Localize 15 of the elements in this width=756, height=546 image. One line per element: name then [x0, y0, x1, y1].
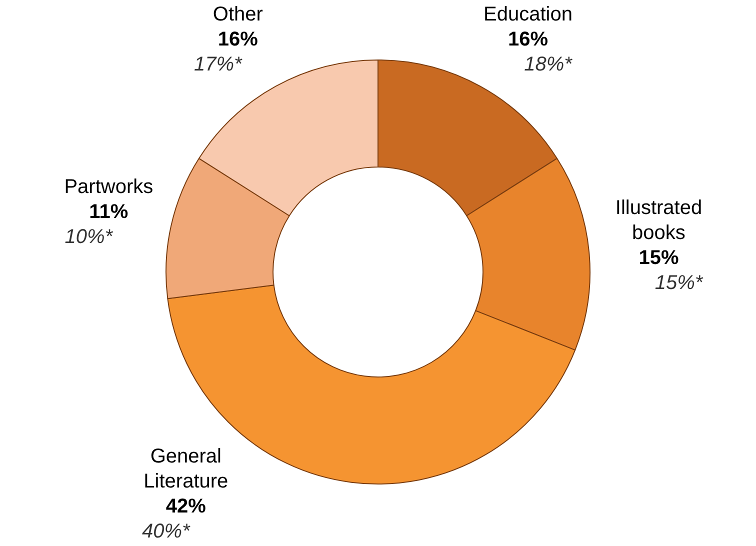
text: 40%*: [142, 520, 192, 542]
slice-label: Other: [212, 4, 264, 26]
slice-label: General Literature: [144, 446, 228, 492]
data-label: 11%: [89, 200, 128, 223]
slice-label: Partworks: [64, 176, 154, 198]
text: 15%*: [654, 272, 704, 294]
slice-label: Illustrated books: [615, 196, 702, 244]
data-label: 16%: [508, 28, 548, 50]
text: 10%*: [64, 226, 114, 248]
slice-label: Education: [484, 4, 572, 26]
data-label: 15%: [638, 246, 679, 269]
text: 18%*: [524, 54, 574, 76]
data-label: 42%: [166, 496, 206, 518]
data-label: 16%: [218, 28, 258, 50]
text: 17%*: [194, 54, 244, 76]
